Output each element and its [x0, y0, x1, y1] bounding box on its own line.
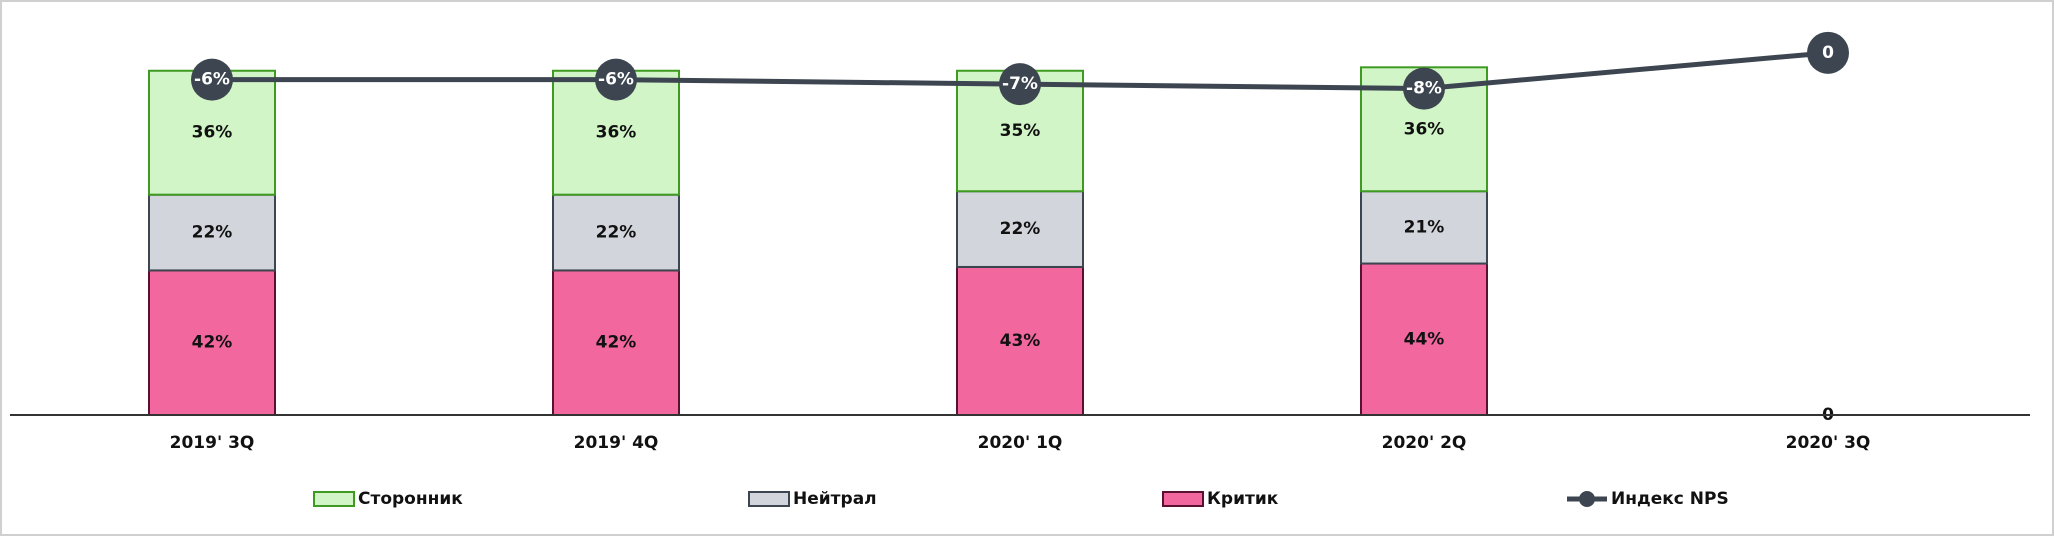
bar-segment — [1360, 262, 1488, 416]
nps-label: -7% — [1002, 74, 1038, 94]
data-label: 22% — [1000, 219, 1041, 239]
nps-marker — [999, 63, 1041, 106]
nps-label: -8% — [1406, 79, 1442, 99]
x-tick-label: 2019' 4Q — [574, 433, 659, 453]
legend-marker — [1579, 491, 1595, 507]
nps-label: 0 — [1822, 43, 1834, 63]
data-label: 42% — [192, 333, 233, 353]
legend-label: Критик — [1207, 489, 1279, 509]
legend-label: Сторонник — [358, 489, 463, 509]
data-label: 35% — [1000, 121, 1041, 141]
data-label: 42% — [596, 333, 637, 353]
x-tick-label: 2020' 1Q — [978, 433, 1063, 453]
legend-label: Нейтрал — [793, 489, 877, 509]
data-label: 44% — [1404, 329, 1445, 349]
bar-segment — [956, 190, 1084, 268]
bar-segment — [148, 269, 276, 416]
x-tick-label: 2020' 3Q — [1786, 433, 1871, 453]
nps-marker — [191, 58, 233, 101]
data-label: 21% — [1404, 217, 1445, 237]
x-tick-label: 2019' 3Q — [170, 433, 255, 453]
data-label: 43% — [1000, 331, 1041, 351]
data-label: 36% — [596, 123, 637, 143]
legend-swatch — [313, 491, 355, 507]
nps-label: -6% — [194, 70, 230, 90]
legend-label: Индекс NPS — [1611, 489, 1729, 509]
data-label: 36% — [1404, 119, 1445, 139]
data-label: 36% — [192, 123, 233, 143]
nps-marker — [1403, 67, 1445, 110]
nps-marker — [1807, 31, 1849, 74]
data-label: 22% — [596, 223, 637, 243]
bar-segment — [1360, 190, 1488, 265]
legend-swatch — [1162, 491, 1204, 507]
nps-label: -6% — [598, 70, 634, 90]
data-label: 22% — [192, 223, 233, 243]
bar-segment — [552, 193, 680, 272]
nps-marker — [595, 58, 637, 101]
bar-segment — [956, 265, 1084, 416]
x-tick-label: 2020' 2Q — [1382, 433, 1467, 453]
legend-swatch — [748, 491, 790, 507]
